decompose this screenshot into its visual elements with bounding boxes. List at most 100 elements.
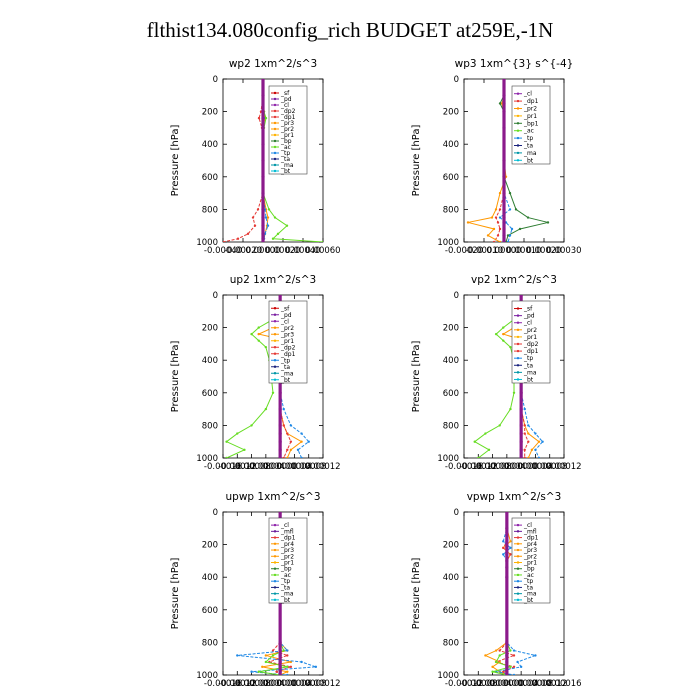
data-point <box>307 440 310 443</box>
legend-marker <box>516 107 520 110</box>
legend-entry: _bt <box>280 597 291 604</box>
x-tick-label: -0.00016 <box>204 679 242 689</box>
y-tick-label: 0 <box>454 75 459 85</box>
data-point <box>523 424 526 427</box>
data-point <box>491 665 494 669</box>
data-point <box>505 640 509 645</box>
data-point <box>546 221 550 224</box>
x-tick-label: 0.00008 <box>532 462 567 472</box>
legend-entry: _mfl <box>523 528 537 535</box>
legend-marker <box>516 523 520 527</box>
data-point <box>498 216 502 219</box>
data-point <box>261 215 265 220</box>
data-point <box>505 575 509 579</box>
data-point <box>498 191 502 195</box>
legend-marker <box>516 335 520 339</box>
legend-marker <box>516 378 520 381</box>
plot-frame <box>463 294 565 459</box>
data-point <box>278 665 282 669</box>
legend-entry: _dp1 <box>280 535 296 542</box>
legend-marker <box>273 542 277 546</box>
data-point <box>505 526 509 530</box>
data-point <box>509 546 512 550</box>
data-point <box>300 456 303 458</box>
data-point <box>261 665 264 669</box>
y-tick-label: 400 <box>443 573 459 583</box>
data-point <box>523 456 526 458</box>
data-point <box>257 332 260 336</box>
legend-entry: _pr1 <box>280 132 294 139</box>
legend-entry: _ta <box>280 584 290 591</box>
legend-marker <box>516 136 520 140</box>
data-point <box>502 110 506 114</box>
legend-entry: _cl <box>280 522 289 529</box>
legend-marker <box>273 586 277 589</box>
data-point <box>527 456 530 458</box>
legend-marker <box>516 92 520 95</box>
legend-entry: _bp1 <box>523 120 539 127</box>
panel-title: up2 1xm^2/s^3 <box>230 274 316 286</box>
data-point <box>484 432 487 435</box>
legend-marker <box>516 307 520 310</box>
data-point <box>278 391 282 395</box>
series-group <box>223 79 323 242</box>
y-tick-label: 400 <box>443 356 459 366</box>
data-point <box>506 240 510 242</box>
data-point <box>523 448 526 452</box>
legend-marker <box>516 159 520 162</box>
y-axis-label: Pressure [hPa] <box>170 341 181 413</box>
legend-entry: _sf <box>523 306 533 313</box>
x-tick-label: -0.00010 <box>465 246 503 256</box>
data-point <box>278 653 282 658</box>
data-point <box>519 440 523 444</box>
data-point <box>278 648 282 653</box>
data-point <box>526 216 530 219</box>
data-point <box>261 110 265 114</box>
x-tick-label: 0.00012 <box>546 462 581 472</box>
legend-marker <box>273 592 277 595</box>
data-point <box>286 448 289 452</box>
data-point <box>519 407 523 411</box>
data-point <box>225 456 228 458</box>
data-point <box>505 653 509 658</box>
data-point <box>278 295 282 297</box>
data-point <box>494 332 498 336</box>
legend-entry: _sf <box>280 305 290 312</box>
x-tick-label: 0.00000 <box>504 462 539 472</box>
data-point <box>261 191 265 195</box>
legend-entry: _dp1 <box>523 98 539 105</box>
data-point <box>271 391 275 394</box>
legend-entry: _bp <box>523 566 535 573</box>
data-point <box>250 424 253 427</box>
data-point <box>502 326 505 329</box>
data-point <box>502 540 505 543</box>
legend-entry: _ta <box>523 143 533 150</box>
data-point <box>487 448 491 452</box>
data-point <box>498 240 502 242</box>
legend-entry: _dp2 <box>523 341 539 348</box>
legend-marker <box>516 321 520 324</box>
y-tick-label: 1000 <box>196 238 218 248</box>
legend-entry: _ma <box>523 150 537 157</box>
legend-entry: _pd <box>280 312 292 319</box>
data-point <box>261 237 265 241</box>
x-tick-label: 0.00000 <box>486 246 521 256</box>
x-tick-label: -0.00004 <box>247 679 285 689</box>
legend-marker <box>516 342 520 346</box>
data-point <box>243 448 246 452</box>
legend-marker <box>516 314 520 317</box>
legend-entry: _ta <box>523 362 533 369</box>
y-tick-label: 400 <box>202 573 218 583</box>
legend-marker <box>516 129 520 132</box>
data-point <box>516 660 519 664</box>
data-point <box>512 673 516 675</box>
legend-entry: _dp1 <box>280 351 296 358</box>
legend-entry: _ta <box>280 156 290 163</box>
legend-entry: _bp <box>280 138 292 145</box>
data-point <box>541 440 544 443</box>
y-tick-label: 200 <box>443 541 459 551</box>
legend: _sf_pd_cl_dp2_dp1_pr3_pr2_pr1_bp_ac_tp_t… <box>268 85 308 175</box>
legend-entry: _dp1 <box>280 114 296 121</box>
y-tick-label: 0 <box>213 291 218 301</box>
data-point <box>530 448 534 452</box>
